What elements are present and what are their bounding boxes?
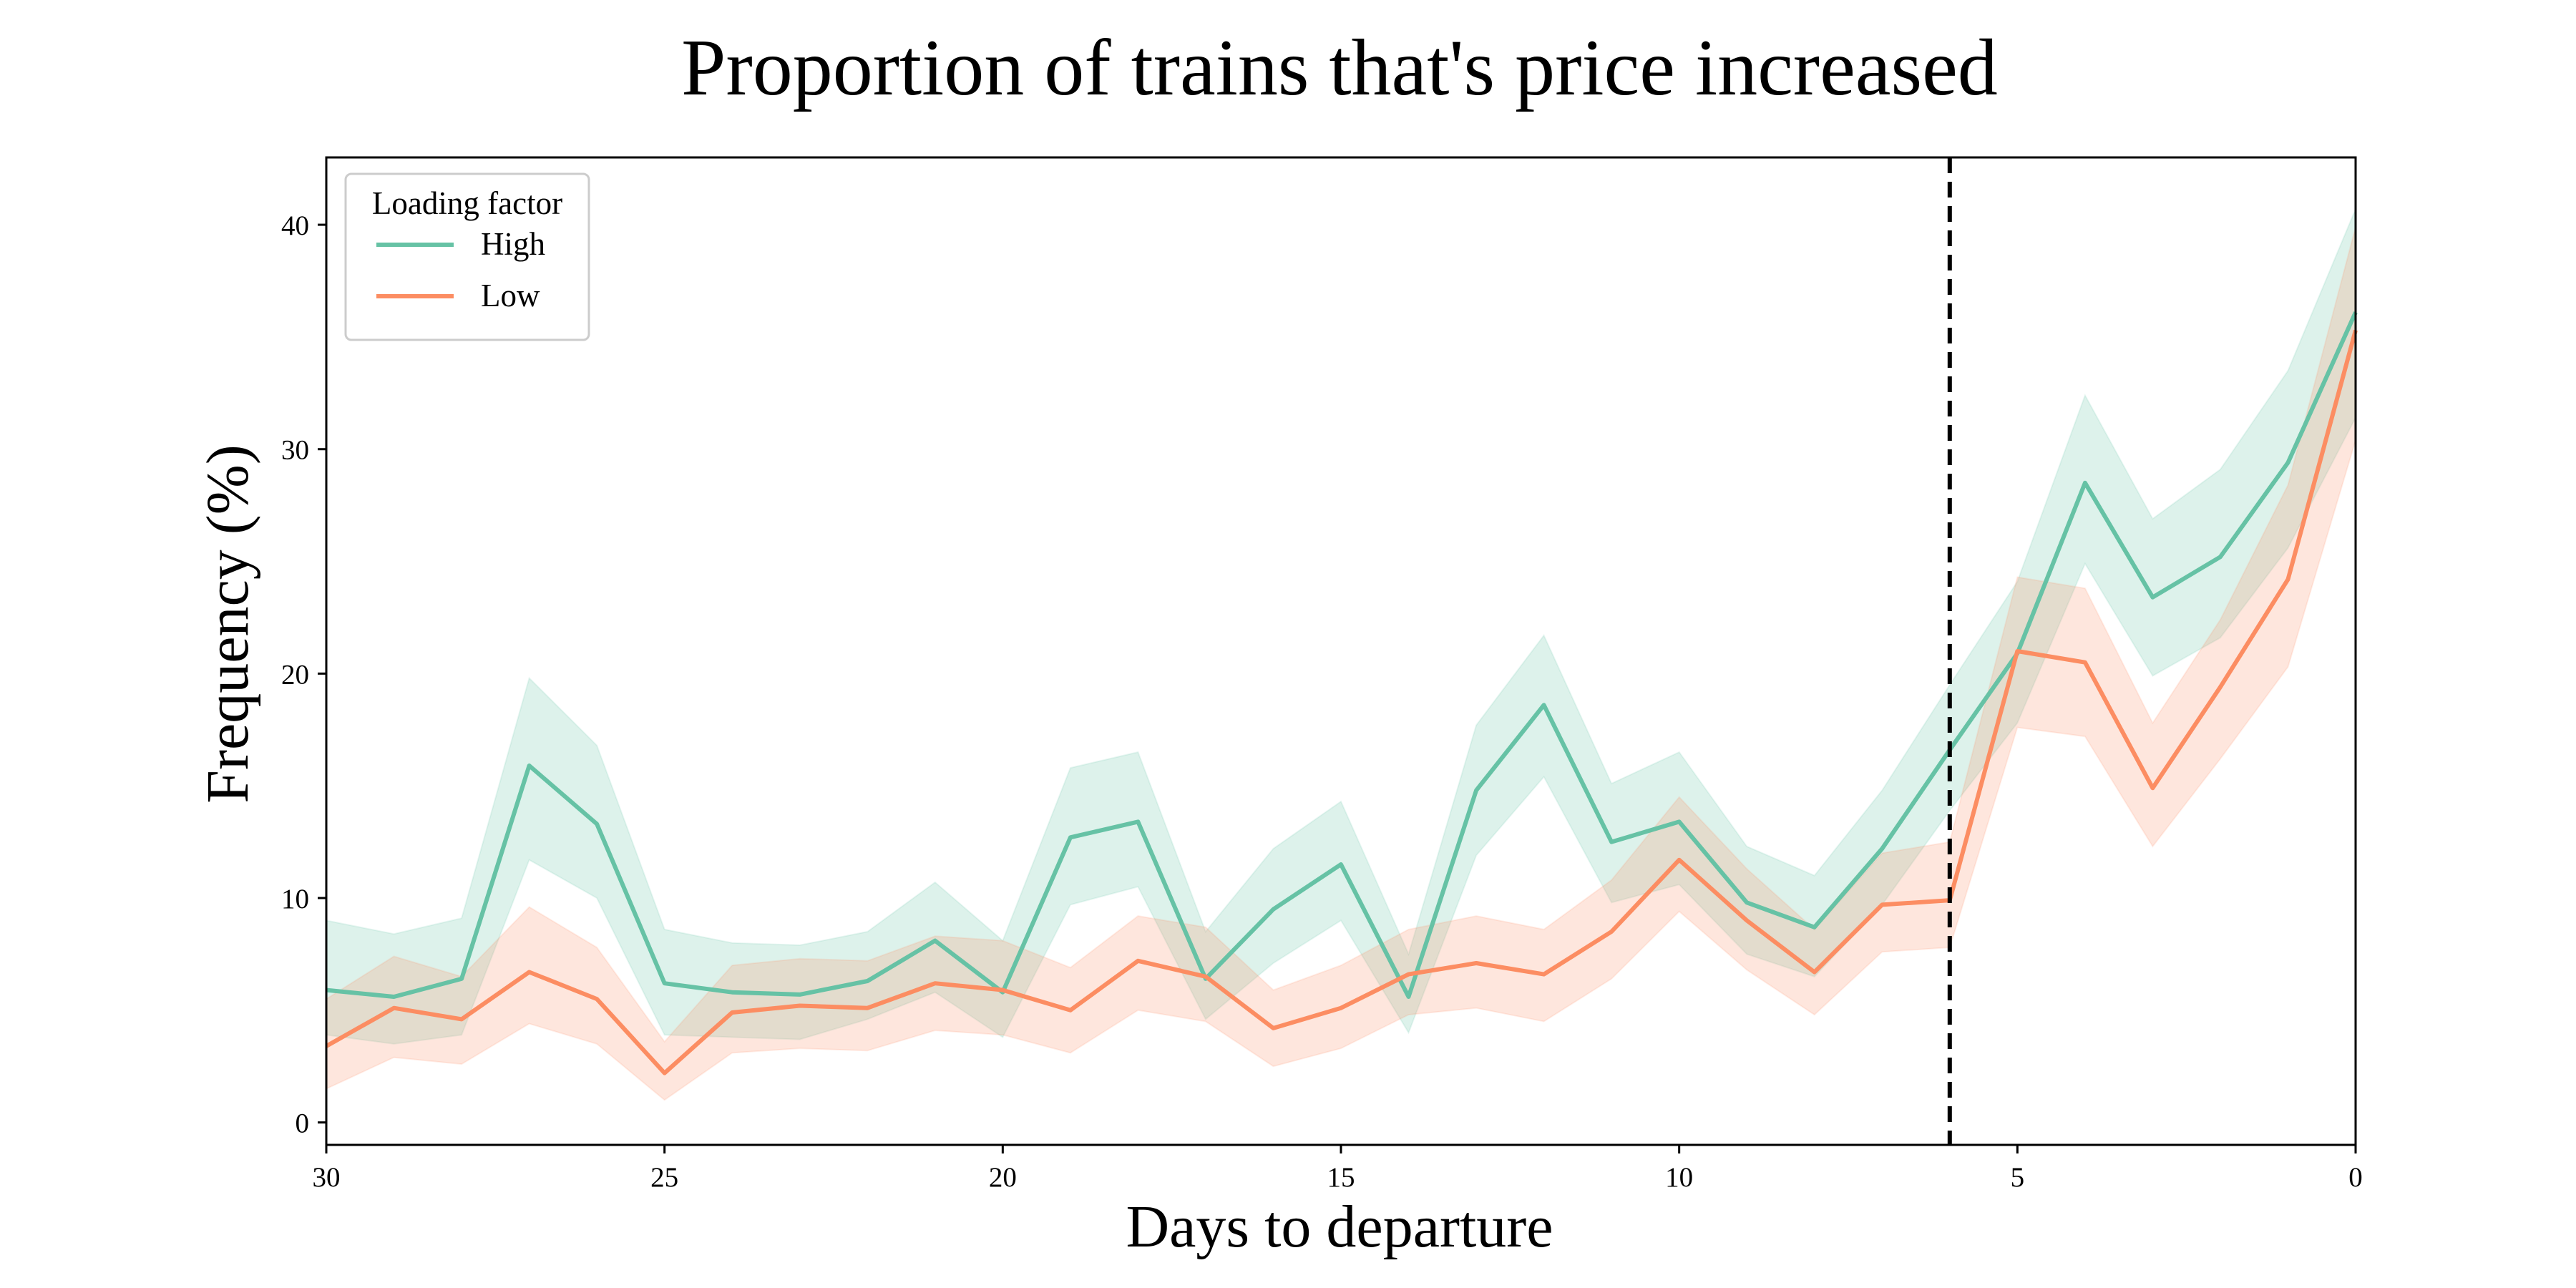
y-axis-ticks: 0 10 20 30 40 (281, 210, 326, 1139)
data-point-low (1543, 974, 1545, 975)
data-point-high (1070, 836, 1071, 838)
data-point-low (596, 998, 597, 1000)
data-point-high (1137, 821, 1138, 822)
data-point-low (461, 1018, 462, 1020)
x-axis-ticks: 30 25 20 15 10 5 0 (313, 1145, 2363, 1193)
data-point-low (2288, 579, 2289, 580)
series-lines (325, 311, 2358, 1075)
chart-title: Proportion of trains that's price increa… (681, 24, 1998, 112)
data-point-low (1070, 1010, 1071, 1011)
data-point-low (867, 1008, 868, 1009)
data-point-high (799, 994, 801, 995)
x-axis-label: Days to departure (1126, 1194, 1553, 1260)
x-tick-label: 0 (2348, 1162, 2363, 1193)
confidence-bands (326, 208, 2356, 1101)
data-point-high (2152, 597, 2153, 598)
y-tick-label: 0 (296, 1108, 310, 1139)
band-low (326, 226, 2356, 1101)
data-point-high (394, 996, 395, 997)
data-point-high (596, 824, 597, 825)
data-point-low (799, 1005, 801, 1007)
data-point-low (1340, 1008, 1342, 1009)
legend-item-high: High (376, 226, 545, 262)
x-tick-label: 20 (989, 1162, 1017, 1193)
data-point-high (1679, 821, 1680, 822)
data-point-high (935, 940, 936, 942)
series-line-low (325, 329, 2358, 1075)
x-tick-label: 25 (650, 1162, 678, 1193)
y-tick-label: 30 (281, 435, 309, 466)
y-tick-label: 20 (281, 659, 309, 690)
data-point-high (529, 765, 530, 766)
y-tick-label: 40 (281, 210, 309, 241)
data-point-low (1881, 904, 1883, 905)
data-point-low (529, 972, 530, 973)
data-point-high (867, 980, 868, 982)
data-point-low (1002, 990, 1003, 991)
data-point-high (1475, 790, 1477, 791)
data-point-high (664, 982, 665, 984)
data-point-low (1475, 962, 1477, 964)
data-point-low (1273, 1028, 1274, 1029)
legend-label-high: High (481, 226, 545, 262)
data-point-low (394, 1008, 395, 1009)
legend-item-low: Low (376, 278, 540, 313)
data-point-high (1611, 841, 1612, 843)
data-point-low (1137, 960, 1138, 962)
data-point-low (2220, 686, 2221, 688)
data-point-low (1205, 976, 1206, 977)
legend-items: High Low (376, 226, 545, 313)
data-point-high (1340, 864, 1342, 865)
data-point-low (1611, 931, 1612, 932)
x-tick-label: 10 (1665, 1162, 1693, 1193)
data-point-low (2084, 662, 2086, 663)
x-tick-label: 15 (1327, 1162, 1355, 1193)
x-tick-label: 30 (313, 1162, 341, 1193)
data-point-low (1746, 919, 1747, 921)
data-point-low (935, 982, 936, 984)
y-tick-label: 10 (281, 884, 309, 914)
data-point-high (2084, 482, 2086, 484)
legend-label-low: Low (481, 278, 540, 313)
data-point-high (2220, 556, 2221, 557)
data-point-low (1679, 859, 1680, 861)
x-tick-label: 5 (2011, 1162, 2025, 1193)
data-point-high (1746, 902, 1747, 903)
data-point-high (1273, 909, 1274, 910)
data-point-high (731, 992, 733, 993)
data-point-low (664, 1073, 665, 1074)
legend: Loading factor High Low (344, 172, 590, 341)
data-point-low (1408, 974, 1410, 975)
data-point-high (1408, 996, 1410, 997)
data-point-high (2288, 462, 2289, 464)
data-point-high (1814, 927, 1815, 928)
data-point-high (1881, 848, 1883, 849)
data-point-low (1814, 972, 1815, 973)
data-point-low (731, 1012, 733, 1013)
legend-title: Loading factor (372, 185, 562, 221)
y-axis-label: Frequency (%) (195, 444, 261, 803)
data-point-high (461, 978, 462, 980)
data-point-high (1543, 704, 1545, 706)
data-point-low (2016, 650, 2018, 652)
data-point-low (2152, 787, 2153, 789)
